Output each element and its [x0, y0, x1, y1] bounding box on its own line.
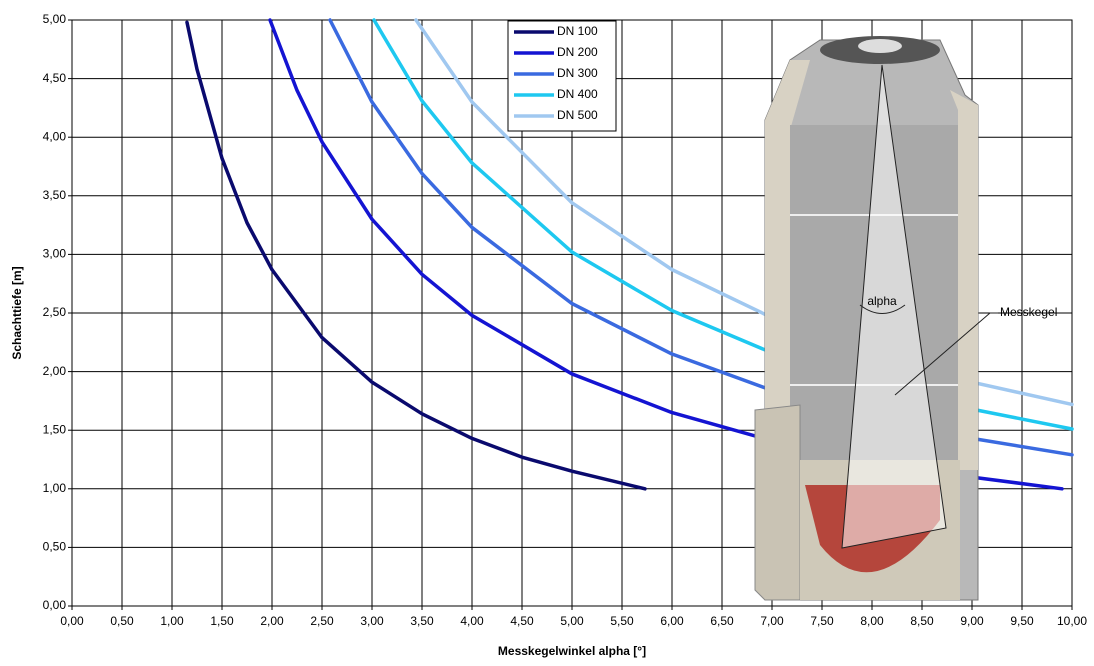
- x-tick-label: 10,00: [1057, 614, 1087, 628]
- x-tick-label: 1,00: [160, 614, 184, 628]
- x-tick-label: 9,50: [1010, 614, 1034, 628]
- y-tick-label: 4,00: [43, 129, 67, 143]
- y-tick-label: 5,00: [43, 12, 67, 26]
- y-tick-label: 0,00: [43, 598, 67, 612]
- annotation: Messkegel: [1000, 305, 1057, 319]
- y-tick-label: 0,50: [43, 540, 67, 554]
- x-tick-label: 3,50: [410, 614, 434, 628]
- legend: DN 100 DN 200 DN 300 DN 400 DN 500: [507, 20, 617, 132]
- x-tick-label: 7,50: [810, 614, 834, 628]
- legend-label: DN 300: [557, 66, 598, 80]
- y-tick-label: 2,50: [43, 305, 67, 319]
- line-series: [185, 20, 647, 491]
- x-tick-label: 2,50: [310, 614, 334, 628]
- y-tick-label: 1,50: [43, 422, 67, 436]
- x-tick-label: 1,50: [210, 614, 234, 628]
- x-tick-label: 0,50: [110, 614, 134, 628]
- x-axis-title: Messkegelwinkel alpha [°]: [498, 644, 646, 658]
- x-tick-label: 6,00: [660, 614, 684, 628]
- x-tick-label: 4,50: [510, 614, 534, 628]
- x-tick-label: 8,50: [910, 614, 934, 628]
- y-tick-label: 2,00: [43, 364, 67, 378]
- y-tick-label: 3,00: [43, 247, 67, 261]
- shaft-illustration: alpha Messkegel: [754, 36, 1057, 601]
- x-tick-label: 2,00: [260, 614, 284, 628]
- shaft-base: [754, 404, 801, 601]
- legend-box: [507, 20, 617, 132]
- x-tick-label: 6,50: [710, 614, 734, 628]
- y-tick-label: 4,50: [43, 71, 67, 85]
- cover-center: [858, 39, 902, 53]
- angle-arc: [859, 304, 906, 314]
- x-tick-label: 0,00: [60, 614, 84, 628]
- x-tick-label: 8,00: [860, 614, 884, 628]
- shaft-wall: [765, 60, 810, 410]
- leader-line: [894, 312, 991, 396]
- legend-label: DN 100: [557, 24, 598, 38]
- x-tick-label: 5,00: [560, 614, 584, 628]
- x-tick-label: 7,00: [760, 614, 784, 628]
- legend-label: DN 500: [557, 108, 598, 122]
- y-tick-label: 3,50: [43, 188, 67, 202]
- y-tick-label: 1,00: [43, 481, 67, 495]
- x-tick-label: 4,00: [460, 614, 484, 628]
- y-axis-title: Schachttiefe [m]: [10, 266, 24, 359]
- shaft-wall: [950, 90, 978, 470]
- x-tick-label: 3,00: [360, 614, 384, 628]
- plot-frame: [71, 19, 1073, 607]
- legend-label: DN 200: [557, 45, 598, 59]
- x-tick-label: 9,00: [960, 614, 984, 628]
- x-tick-label: 5,50: [610, 614, 634, 628]
- annotation: alpha: [867, 294, 897, 308]
- legend-label: DN 400: [557, 87, 598, 101]
